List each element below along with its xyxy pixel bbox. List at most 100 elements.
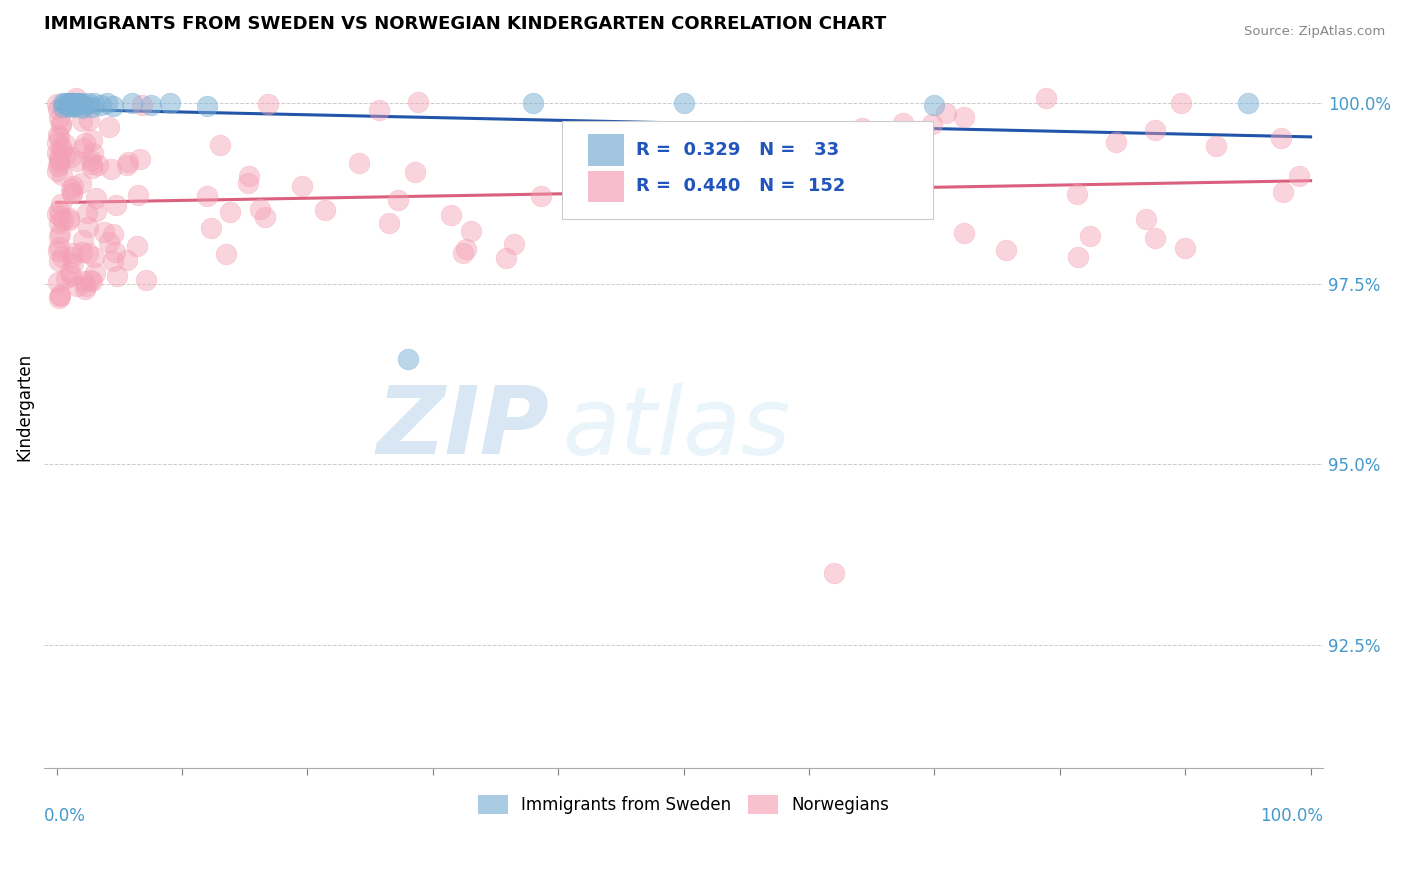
Point (522, 96, 544, 111)
Point (451, 246, 474, 260)
Point (65, 91, 87, 105)
Point (1205, 138, 1227, 153)
Point (131, 98, 153, 112)
Point (48, 215, 70, 229)
Point (619, 162, 641, 177)
Point (48, 102, 70, 116)
Point (73, 274, 96, 288)
Point (841, 187, 863, 202)
Point (51, 168, 73, 182)
Point (58, 213, 80, 227)
Point (378, 216, 401, 230)
Point (62, 179, 84, 194)
Point (209, 138, 232, 153)
Point (55, 96, 77, 111)
Point (58, 265, 80, 279)
Point (62, 96, 84, 111)
Point (49, 226, 72, 240)
Point (104, 197, 127, 211)
Point (610, 202, 633, 216)
Point (53, 149, 76, 163)
Point (60, 96, 83, 111)
Point (79, 153, 101, 167)
Point (1066, 186, 1088, 201)
Point (90, 98, 112, 112)
Point (70, 176, 93, 190)
Point (79, 273, 101, 287)
Point (51, 143, 73, 157)
Point (127, 187, 149, 202)
Point (72, 114, 94, 128)
Point (530, 189, 553, 203)
Point (46, 206, 69, 220)
Point (115, 158, 138, 172)
Point (48, 240, 70, 254)
Point (55, 98, 77, 112)
Point (98, 120, 121, 135)
Point (105, 268, 128, 283)
Point (135, 273, 157, 287)
Point (48, 153, 70, 168)
Point (83, 250, 105, 264)
Point (83, 96, 105, 111)
Legend: Immigrants from Sweden, Norwegians: Immigrants from Sweden, Norwegians (471, 789, 896, 821)
Point (1066, 250, 1088, 264)
Text: Source: ZipAtlas.com: Source: ZipAtlas.com (1244, 25, 1385, 38)
Point (75, 279, 97, 293)
Point (48, 156, 70, 170)
Point (67, 96, 90, 111)
Point (80, 100, 103, 114)
Point (62, 256, 84, 270)
Point (77, 113, 100, 128)
Point (456, 242, 478, 256)
Point (349, 156, 371, 170)
Point (823, 566, 845, 580)
FancyBboxPatch shape (562, 121, 934, 219)
Point (60, 268, 83, 283)
Point (406, 95, 429, 110)
Point (602, 136, 624, 151)
Point (1237, 96, 1260, 111)
Point (195, 189, 218, 203)
Text: atlas: atlas (562, 383, 790, 474)
Text: R =  0.329   N =   33: R = 0.329 N = 33 (637, 141, 839, 160)
Point (634, 178, 657, 193)
Text: 0.0%: 0.0% (44, 807, 86, 825)
FancyBboxPatch shape (588, 135, 623, 166)
Point (125, 238, 148, 252)
Point (396, 352, 419, 367)
Point (59, 150, 82, 164)
Point (75, 282, 97, 296)
Point (851, 121, 873, 136)
Point (93, 225, 115, 239)
Point (46, 163, 69, 178)
Point (84, 266, 107, 280)
Point (48, 230, 70, 244)
Point (1270, 131, 1292, 145)
Point (49, 116, 72, 130)
Point (84, 203, 107, 218)
Point (1078, 228, 1101, 243)
Point (60, 96, 83, 111)
Point (404, 164, 426, 178)
Point (65, 99, 87, 113)
Point (924, 98, 946, 112)
Point (49, 140, 72, 154)
Point (98, 235, 121, 249)
Point (101, 227, 124, 241)
Point (387, 193, 409, 207)
Point (737, 148, 759, 162)
Point (63, 98, 86, 112)
Point (218, 204, 240, 219)
Point (139, 98, 162, 112)
Point (58, 98, 80, 112)
Point (994, 243, 1017, 257)
Point (76, 219, 98, 234)
Point (53, 136, 76, 151)
Point (104, 245, 127, 260)
Point (56, 96, 79, 111)
Point (502, 236, 524, 251)
Point (101, 254, 124, 268)
Point (200, 221, 222, 235)
Point (45, 136, 67, 150)
